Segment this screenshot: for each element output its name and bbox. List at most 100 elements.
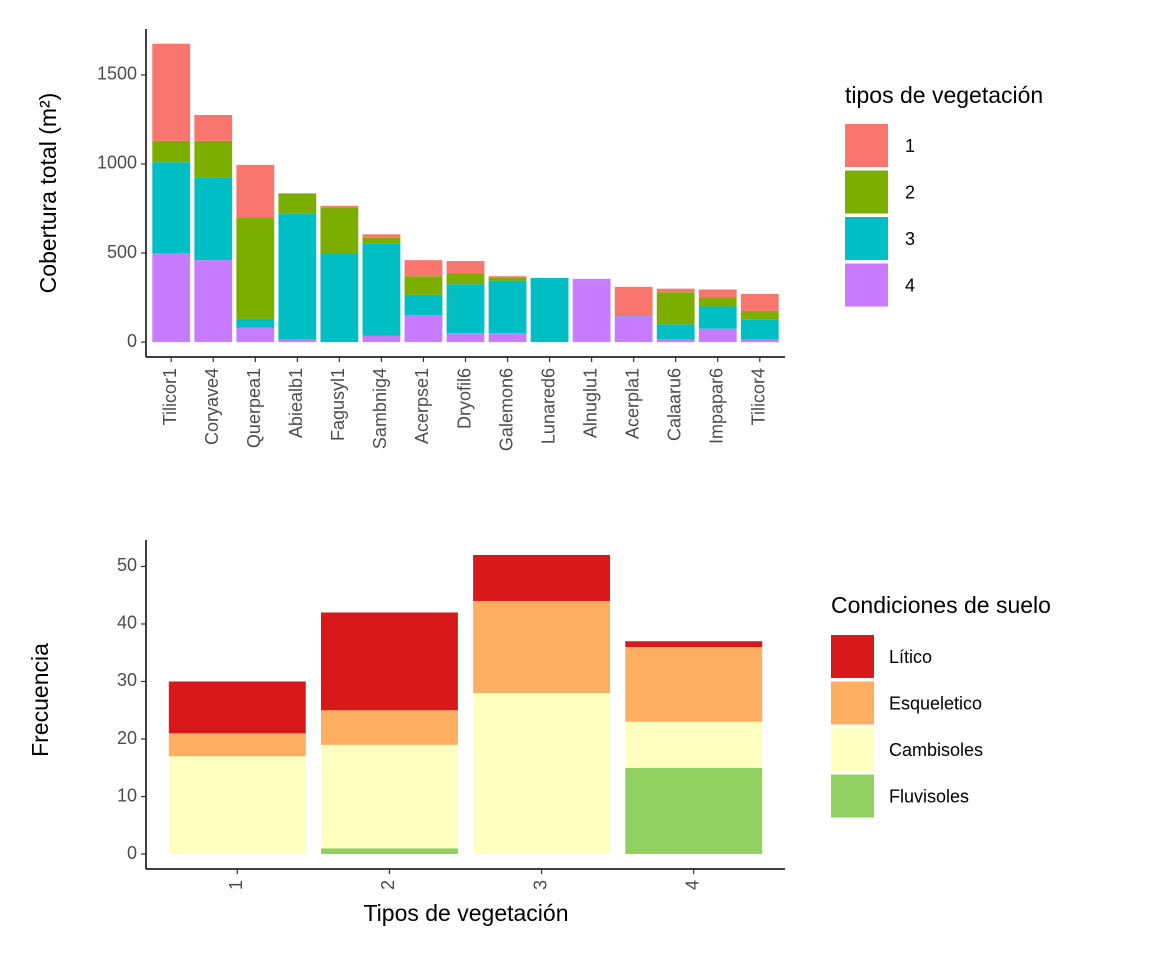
y-tick-label: 500 xyxy=(107,242,137,262)
x-tick-label: Tilicor4 xyxy=(749,368,769,425)
bar-segment xyxy=(488,280,527,334)
x-axis-title: Tipos de vegetación xyxy=(363,900,568,926)
legend-label: Esqueletico xyxy=(889,693,982,713)
bar-segment xyxy=(530,277,569,343)
bar-segment xyxy=(320,253,359,343)
bar-segment xyxy=(740,339,779,343)
legend-swatch xyxy=(845,124,888,167)
bar-segment xyxy=(236,327,275,343)
bar-segment xyxy=(656,339,695,343)
bar-segment xyxy=(404,260,443,277)
y-tick-label: 10 xyxy=(117,785,137,805)
y-tick-label: 0 xyxy=(127,331,137,351)
bar-segment xyxy=(614,315,653,317)
x-tick-label: Calaaru6 xyxy=(664,368,684,441)
bar-segment xyxy=(446,284,485,334)
legend-label: 2 xyxy=(905,182,915,202)
bar-segment xyxy=(572,278,611,343)
bar-segment xyxy=(656,324,695,340)
x-tick-label: 2 xyxy=(378,880,398,890)
legend-swatch xyxy=(845,217,888,260)
legend-title: tipos de vegetación xyxy=(845,82,1043,108)
bar-segment xyxy=(194,177,233,261)
legend-title: Condiciones de suelo xyxy=(831,592,1051,618)
x-tick-label: Impapar6 xyxy=(706,368,726,444)
bar-segment xyxy=(236,164,275,218)
bar-segment xyxy=(446,273,485,285)
bar-segment xyxy=(404,294,443,316)
bar-segment xyxy=(320,848,458,855)
bar-segment xyxy=(278,339,317,343)
bar-segment xyxy=(404,276,443,295)
bar-segment xyxy=(404,315,443,343)
y-tick-label: 1000 xyxy=(97,153,137,173)
bar-segment xyxy=(698,297,737,307)
bar-segment xyxy=(168,733,306,757)
legend-label: Fluvisoles xyxy=(889,786,969,806)
bar-segment xyxy=(320,612,458,711)
bar-segment xyxy=(278,213,317,340)
bar-segment xyxy=(320,710,458,745)
bar-segment xyxy=(698,306,737,329)
x-tick-label: 4 xyxy=(682,880,702,890)
bar-segment xyxy=(152,140,191,163)
y-tick-label: 50 xyxy=(117,555,137,575)
bar-segment xyxy=(473,600,611,693)
bar-segment xyxy=(168,681,306,734)
x-tick-label: 3 xyxy=(530,880,550,890)
y-tick-label: 30 xyxy=(117,670,137,690)
bar-segment xyxy=(194,140,233,178)
y-axis-title: Cobertura total (m²) xyxy=(35,93,61,294)
bar-segment xyxy=(614,286,653,316)
bar-segment xyxy=(698,289,737,298)
bar-segment xyxy=(488,277,527,281)
x-tick-label: Acerpse1 xyxy=(412,368,432,444)
x-tick-label: Acerpla1 xyxy=(622,368,642,439)
legend-label: 4 xyxy=(905,275,915,295)
bar-segment xyxy=(656,292,695,325)
bar-segment xyxy=(194,114,233,141)
bar-segment xyxy=(446,333,485,343)
bar-segment xyxy=(320,207,359,254)
bar-segment xyxy=(362,237,401,244)
y-tick-label: 40 xyxy=(117,613,137,633)
bar-segment xyxy=(625,767,763,855)
bar-segment xyxy=(278,193,317,214)
bar-segment xyxy=(152,43,191,141)
x-tick-label: Lunared6 xyxy=(538,368,558,444)
bar-segment xyxy=(740,310,779,320)
y-tick-label: 0 xyxy=(127,843,137,863)
bar-segment xyxy=(656,288,695,293)
bar-segment xyxy=(152,253,191,343)
bar-segment xyxy=(473,554,611,601)
bar-segment xyxy=(362,234,401,238)
bar-segment xyxy=(698,328,737,343)
bar-segment xyxy=(488,276,527,278)
x-tick-label: Tilicor1 xyxy=(160,368,180,425)
x-tick-label: Querpea1 xyxy=(244,368,264,448)
bar-segment xyxy=(362,243,401,336)
legend-swatch xyxy=(845,263,888,307)
y-tick-label: 20 xyxy=(117,728,137,748)
bar-segment xyxy=(446,261,485,274)
bar-segment xyxy=(168,756,306,855)
x-tick-label: Coryave4 xyxy=(202,368,222,445)
bar-segment xyxy=(194,260,233,343)
legend-swatch xyxy=(831,635,874,678)
legend-label: 1 xyxy=(905,136,915,156)
legend-label: Lítico xyxy=(889,647,932,667)
bar-segment xyxy=(236,318,275,328)
bar-segment xyxy=(473,692,611,855)
legend-label: 3 xyxy=(905,229,915,249)
bar-segment xyxy=(320,744,458,849)
bar-segment xyxy=(625,641,763,647)
x-tick-label: Abiealb1 xyxy=(286,368,306,438)
x-tick-label: Galemon6 xyxy=(496,368,516,451)
bar-segment xyxy=(362,335,401,343)
legend-swatch xyxy=(845,170,888,214)
bar-segment xyxy=(740,319,779,340)
x-tick-label: Sambnig4 xyxy=(370,368,390,449)
bar-segment xyxy=(625,646,763,722)
bar-segment xyxy=(236,217,275,319)
bar-segment xyxy=(740,293,779,311)
